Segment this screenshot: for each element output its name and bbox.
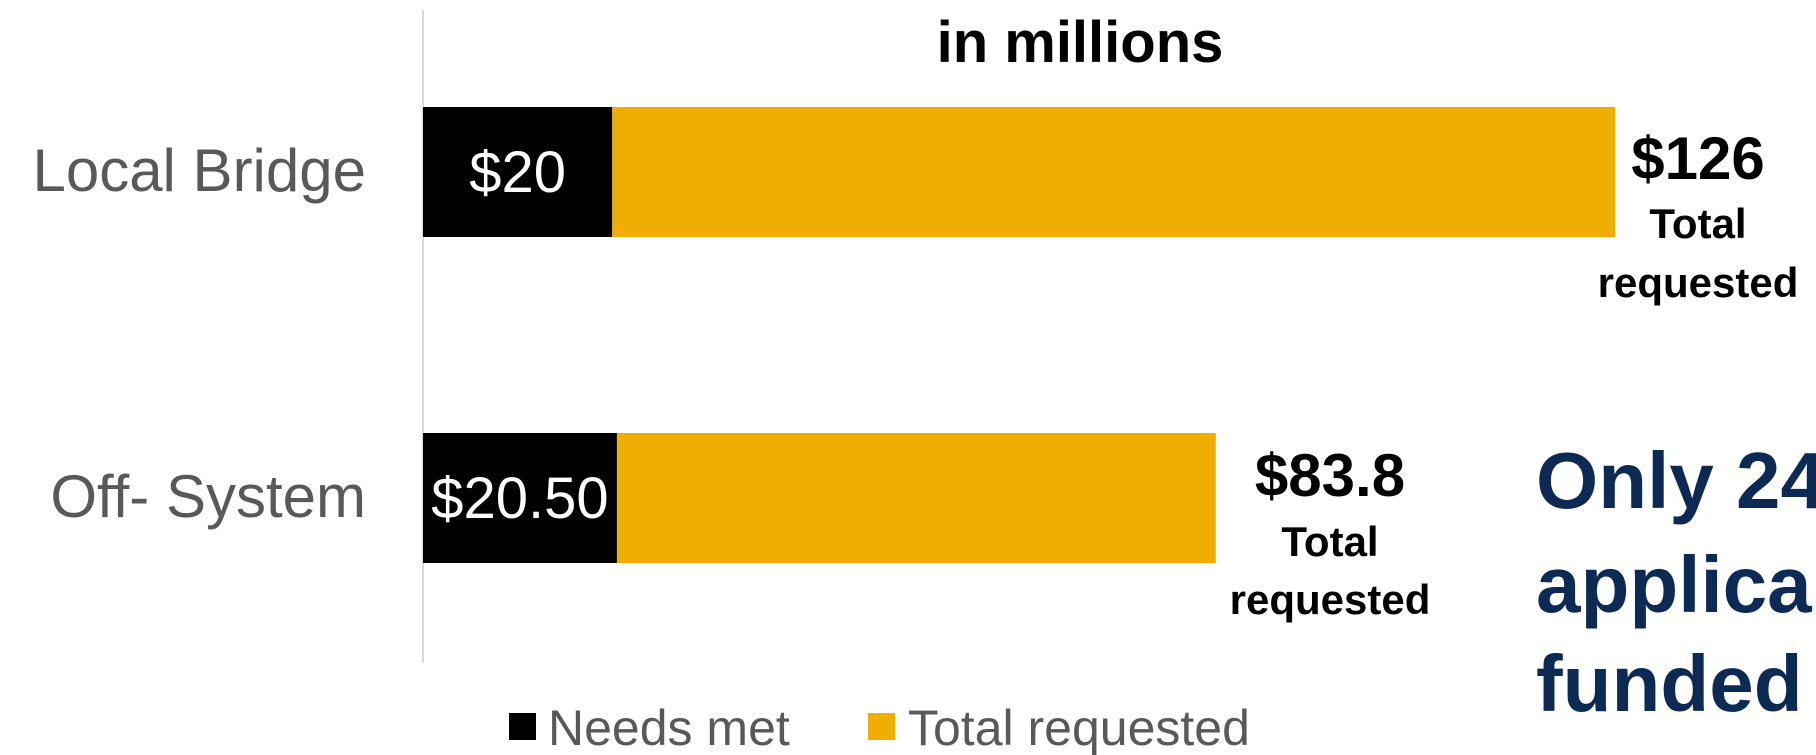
- legend: Needs met Total requested: [509, 700, 1250, 755]
- callout-line-1: Only 24: [1536, 436, 1816, 525]
- total-label-off-system: $83.8 Total requested: [1230, 442, 1431, 623]
- bar-group: $20 $20.50: [423, 107, 1615, 563]
- total-value-off-system: $83.8: [1255, 442, 1405, 509]
- total-caption-line1-local-bridge: Total: [1649, 200, 1746, 247]
- legend-swatch-needs-met: [509, 713, 536, 740]
- callout-line-2: applica: [1536, 540, 1812, 629]
- bar-needs-met-local-bridge: [423, 107, 613, 237]
- legend-swatch-total-requested: [868, 713, 895, 740]
- category-label-off-system: Off- System: [50, 463, 366, 530]
- data-label-needs-met-off-system: $20.50: [431, 466, 608, 531]
- bar-needs-met-off-system: [423, 433, 617, 563]
- legend-label-total-requested: Total requested: [908, 700, 1250, 755]
- callout-text: Only 24 applica funded: [1536, 436, 1816, 728]
- bar-total-requested-off-system: [616, 433, 1216, 563]
- callout-line-3: funded: [1536, 639, 1803, 728]
- total-caption-line2-off-system: requested: [1230, 576, 1431, 623]
- total-value-local-bridge: $126: [1631, 125, 1764, 192]
- bar-total-requested-local-bridge: [612, 107, 1615, 237]
- data-label-needs-met-local-bridge: $20: [469, 140, 566, 205]
- total-caption-line1-off-system: Total: [1281, 518, 1378, 565]
- category-label-local-bridge: Local Bridge: [32, 137, 366, 204]
- total-label-local-bridge: $126 Total requested: [1598, 125, 1799, 306]
- total-caption-line2-local-bridge: requested: [1598, 259, 1799, 306]
- chart-subtitle: in millions: [937, 10, 1224, 75]
- legend-label-needs-met: Needs met: [548, 700, 790, 755]
